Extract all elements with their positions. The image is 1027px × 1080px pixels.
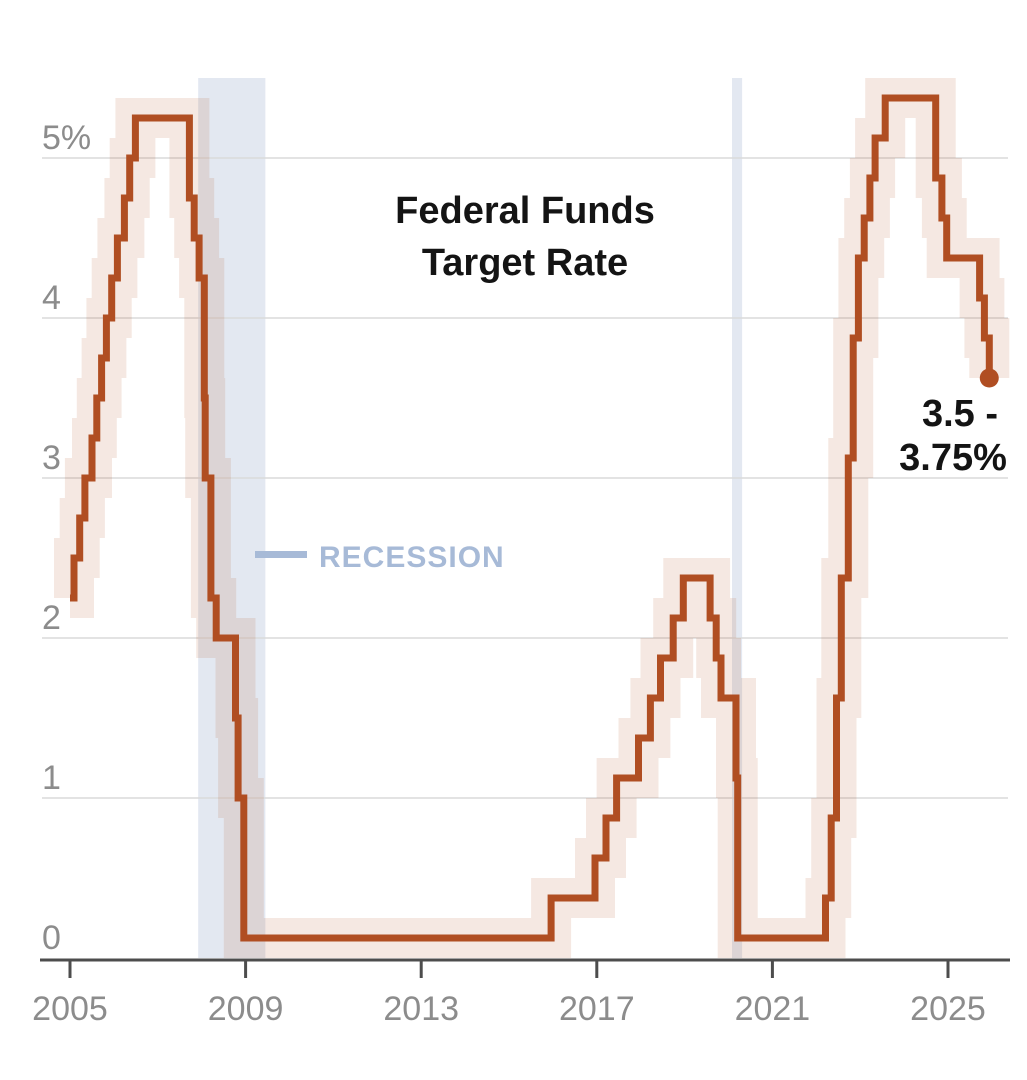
x-tick-label: 2013 <box>383 990 459 1028</box>
y-axis-labels: 5% 4 3 2 1 0 <box>42 119 91 957</box>
y-tick-label: 5% <box>42 119 91 157</box>
recession-legend-label: RECESSION <box>319 541 505 574</box>
latest-value-dot <box>979 368 999 388</box>
x-tick-label: 2025 <box>910 990 986 1028</box>
annotation-line2: 3.75% <box>899 437 1007 479</box>
y-tick-label: 0 <box>42 919 61 957</box>
x-tick-label: 2021 <box>735 990 811 1028</box>
annotation-line1: 3.5 - <box>922 393 998 435</box>
latest-value-annotation: 3.5 - 3.75% <box>899 393 1007 479</box>
chart-title-line2: Target Rate <box>422 242 628 284</box>
x-tick-label: 2017 <box>559 990 635 1028</box>
y-tick-label: 3 <box>42 439 61 477</box>
recession-band <box>732 78 743 958</box>
rate-step-line <box>70 94 993 942</box>
recession-legend-dash <box>255 551 307 558</box>
y-tick-label: 1 <box>42 759 61 797</box>
y-tick-label: 4 <box>42 279 61 317</box>
chart-title-line1: Federal Funds <box>395 190 655 232</box>
rate-series <box>54 78 1010 958</box>
x-axis-labels: 2005 2009 2013 2017 2021 2025 <box>32 990 986 1028</box>
y-tick-label: 2 <box>42 599 61 637</box>
x-axis-ticks <box>68 960 950 978</box>
x-tick-label: 2009 <box>208 990 284 1028</box>
x-tick-label: 2005 <box>32 990 108 1028</box>
recession-legend: RECESSION <box>255 541 505 574</box>
